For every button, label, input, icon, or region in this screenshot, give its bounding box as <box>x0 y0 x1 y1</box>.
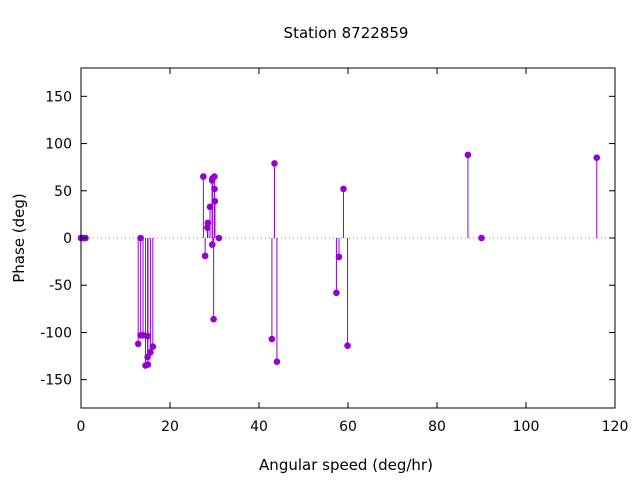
y-tick-label-0: 0 <box>63 231 72 247</box>
data-point-20 <box>208 241 216 248</box>
x-tick-label-40: 40 <box>250 419 268 435</box>
x-tick-label-100: 100 <box>513 419 540 435</box>
data-point-31 <box>333 289 340 297</box>
data-point-35 <box>464 151 472 159</box>
data-point-27 <box>215 234 223 242</box>
data-point-36 <box>478 234 485 242</box>
data-point-24 <box>211 173 218 180</box>
data-point-37 <box>593 154 601 162</box>
x-tick-label-120: 120 <box>602 419 629 435</box>
data-point-29 <box>271 160 278 167</box>
data-point-14 <box>149 343 157 350</box>
data-point-23 <box>210 315 217 323</box>
data-point-28 <box>268 335 276 343</box>
data-point-16 <box>201 252 209 260</box>
data-point-12 <box>144 361 152 368</box>
x-tick-label-0: 0 <box>77 419 86 435</box>
x-tick-label-80: 80 <box>428 419 446 435</box>
y-tick-label-150: 150 <box>45 89 72 105</box>
y-tick-label--50: -50 <box>49 278 72 294</box>
x-tick-label-20: 20 <box>161 419 179 435</box>
y-tick-label-50: 50 <box>54 184 72 200</box>
chart-title: Station 8722859 <box>284 24 409 42</box>
data-point-34 <box>344 342 351 349</box>
data-point-13 <box>147 348 154 356</box>
data-point-25 <box>211 185 218 193</box>
data-point-5 <box>134 340 142 348</box>
data-marks <box>77 151 601 369</box>
x-axis-label: Angular speed (deg/hr) <box>259 456 433 474</box>
axis-ticks: 0 20 40 60 80 100 120 -150 -100 -50 0 50 100 150 <box>40 68 628 435</box>
data-point-26 <box>211 197 219 205</box>
data-point-33 <box>340 185 347 193</box>
y-axis-label: Phase (deg) <box>10 193 28 283</box>
y-tick-label--150: -150 <box>40 373 72 389</box>
data-point-30 <box>273 358 281 366</box>
data-point-15 <box>200 173 207 180</box>
y-tick-label-100: 100 <box>45 137 72 153</box>
data-point-32 <box>335 253 343 261</box>
y-tick-label--100: -100 <box>40 325 72 341</box>
x-tick-label-60: 60 <box>339 419 357 435</box>
